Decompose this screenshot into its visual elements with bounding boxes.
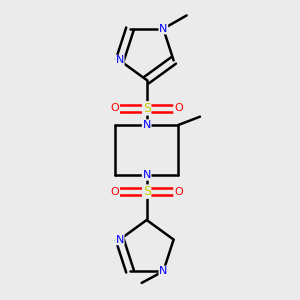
Text: N: N [142, 170, 151, 180]
Text: O: O [174, 187, 183, 197]
Text: O: O [111, 187, 119, 197]
Text: O: O [174, 103, 183, 113]
Text: S: S [143, 102, 151, 115]
Text: O: O [111, 103, 119, 113]
Text: N: N [159, 24, 167, 34]
Text: N: N [116, 56, 124, 65]
Text: S: S [143, 185, 151, 198]
Text: N: N [142, 120, 151, 130]
Text: N: N [159, 266, 167, 276]
Text: N: N [116, 235, 124, 244]
